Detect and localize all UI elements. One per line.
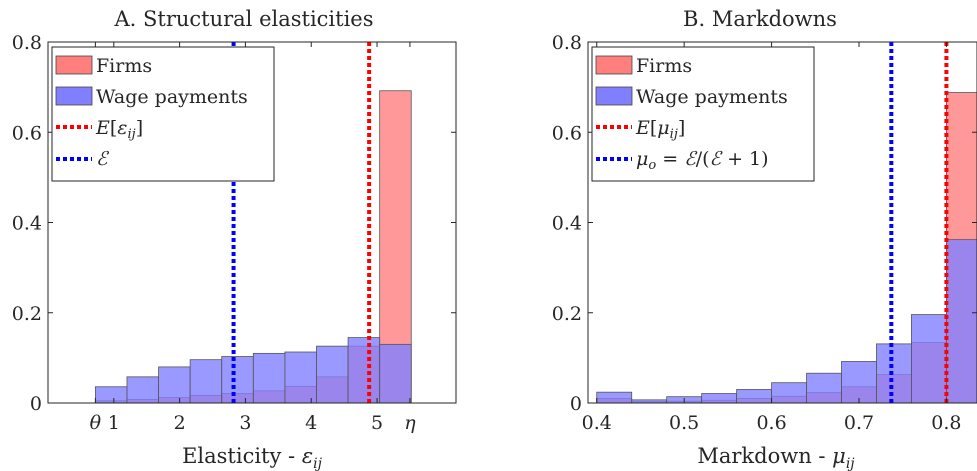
legend-swatch-firms (55, 55, 93, 75)
x-tick-label: 2 (174, 412, 186, 434)
bar-wage-payments-4 (221, 356, 254, 404)
x-tick-label: 0.6 (756, 412, 786, 434)
legend-label-aggregate-markdown: μo = ℰ/(ℰ + 1) (636, 148, 769, 173)
bar-wage-payments-6 (284, 351, 317, 404)
bar-wage-payments-3 (701, 393, 738, 404)
x-tick-label: 0.8 (931, 412, 961, 434)
bar-wage-payments-1 (126, 376, 159, 404)
y-tick-label: 0.6 (552, 122, 582, 144)
panel-b: B. Markdowns 00.20.40.60.8 0.4 0.5 0.6 0.7 0… (552, 7, 977, 471)
plot-marks (596, 42, 977, 404)
bar-wage-payments-10 (946, 239, 977, 404)
y-tick-label: 0.4 (552, 213, 582, 235)
bar-wage-payments-9 (911, 314, 947, 404)
bar-wage-payments-0 (596, 391, 633, 404)
legend-label-firms: Firms (96, 55, 152, 77)
legend-label-aggregate-elasticity: ℰ (96, 148, 110, 170)
bar-wage-payments-0 (94, 386, 128, 404)
bar-wage-payments-7 (316, 345, 349, 404)
panel-a: A. Structural elasticities 0 0.2 0.4 0.6 0.8… (12, 7, 457, 471)
chart-title: A. Structural elasticities (113, 7, 373, 31)
y-tick-label: 0.2 (552, 303, 582, 325)
legend: Firms Wage payments E[μij] μo = ℰ/(ℰ + 1… (591, 46, 815, 182)
x-tick-label: 1 (108, 412, 120, 434)
x-tick-label: 0.4 (582, 412, 612, 434)
x-tick-label: θ (90, 412, 102, 434)
bar-wage-payments-7 (841, 361, 877, 404)
y-tick-label: 0 (570, 393, 582, 415)
legend-label-wage-payments: Wage payments (96, 86, 248, 108)
legend-swatch-wage-payments (595, 86, 633, 106)
bar-wage-payments-3 (189, 359, 223, 404)
x-tick-label: η (404, 412, 416, 434)
x-tick-label: 4 (305, 412, 317, 434)
legend: Firms Wage payments E[εij] ℰ (51, 46, 275, 182)
y-tick-label: 0.2 (12, 303, 42, 325)
x-axis: 0.4 0.5 0.6 0.7 0.8 (582, 42, 962, 434)
x-tick-label: 3 (239, 412, 251, 434)
x-tick-label: 5 (371, 412, 383, 434)
y-axis: 0 0.2 0.4 0.6 0.8 (12, 32, 456, 415)
legend-label-mean-markdown: E[μij] (635, 117, 685, 142)
y-tick-label: 0.6 (12, 122, 42, 144)
y-tick-label: 0 (30, 393, 42, 415)
legend-label-firms: Firms (636, 55, 692, 77)
bar-wage-payments-4 (736, 389, 772, 404)
x-tick-label: 0.7 (844, 412, 874, 434)
legend-label-mean-elasticity: E[εij] (95, 117, 143, 142)
y-tick-label: 0.8 (12, 32, 42, 54)
bar-wage-payments-5 (771, 382, 807, 404)
legend-label-wage-payments: Wage payments (636, 86, 788, 108)
x-axis-label: Elasticity - εij (182, 444, 322, 471)
chart-title: B. Markdowns (683, 7, 837, 31)
x-axis-label: Markdown - μij (697, 444, 855, 471)
bar-wage-payments-8 (347, 337, 381, 404)
legend-swatch-wage-payments (55, 86, 93, 106)
bar-wage-payments-6 (806, 372, 842, 404)
bar-wage-payments-5 (252, 352, 286, 404)
bar-wage-payments-8 (876, 343, 912, 404)
legend-swatch-firms (595, 55, 633, 75)
x-tick-label: 0.5 (669, 412, 699, 434)
y-axis: 0 0.2 0.4 0.6 0.8 (552, 32, 977, 415)
y-tick-label: 0.8 (552, 32, 582, 54)
bar-wage-payments-2 (158, 366, 191, 404)
y-tick-label: 0.4 (12, 213, 42, 235)
bar-wage-payments-9 (379, 343, 412, 404)
